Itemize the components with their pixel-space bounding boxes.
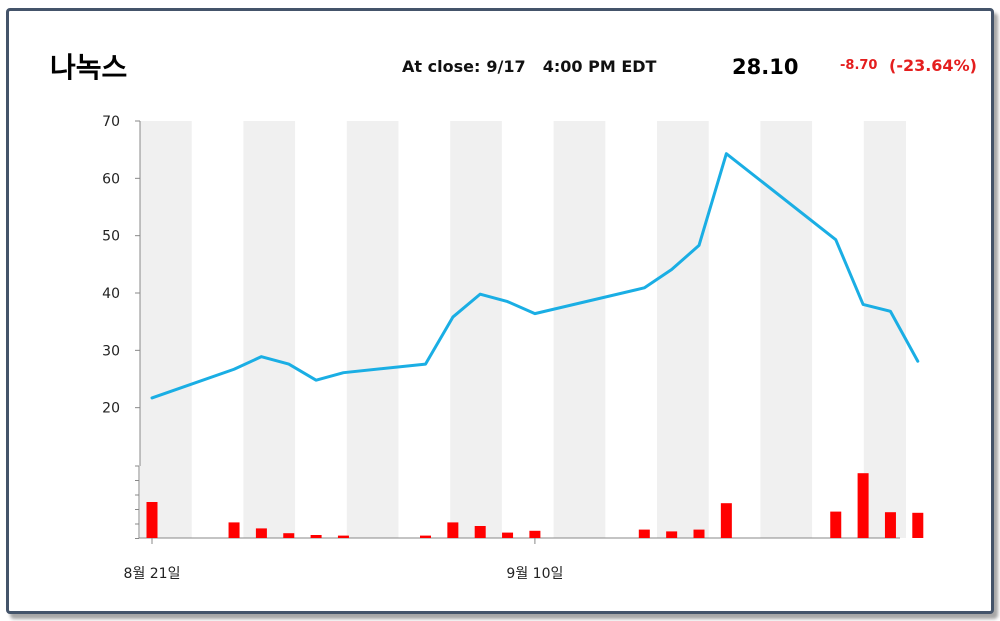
background-band — [243, 121, 296, 538]
volume-bar — [638, 529, 650, 538]
x-tick-label: 9월 10일 — [506, 566, 563, 582]
background-band — [346, 121, 399, 538]
background-band — [450, 121, 502, 538]
background-band — [760, 121, 813, 538]
last-price: 28.10 — [732, 55, 799, 79]
stock-name: 나녹스 — [50, 51, 128, 84]
close-date: 9/17 — [486, 57, 526, 76]
y-tick-label: 20 — [102, 401, 120, 417]
y-tick-label: 60 — [102, 171, 120, 187]
background-band — [553, 121, 606, 538]
volume-bar — [884, 512, 896, 538]
x-tick-label: 8월 21일 — [124, 566, 181, 582]
price-change: -8.70 — [840, 58, 878, 73]
price-change-percent: (-23.64%) — [889, 56, 977, 75]
volume-bar — [830, 511, 842, 538]
volume-bar — [912, 512, 924, 538]
volume-bar — [337, 535, 349, 538]
volume-bar — [666, 531, 678, 538]
close-info: At close: 9/17 4:00 PM EDT — [402, 57, 662, 76]
background-band — [657, 121, 709, 538]
volume-bar — [146, 502, 158, 538]
volume-bar — [720, 503, 732, 538]
volume-bar — [447, 522, 459, 538]
volume-bar — [420, 535, 431, 538]
volume-bar — [310, 535, 322, 538]
volume-bar — [228, 522, 240, 538]
y-tick-label: 40 — [102, 286, 120, 302]
volume-bar — [529, 530, 541, 538]
y-tick-label: 70 — [102, 114, 120, 130]
volume-bar — [283, 533, 295, 538]
at-close-label: At close: — [402, 57, 481, 76]
volume-bar — [857, 473, 869, 538]
y-tick-label: 30 — [102, 343, 120, 359]
background-band — [140, 121, 192, 538]
volume-bar — [255, 528, 267, 538]
volume-bar — [693, 529, 705, 538]
volume-bar — [502, 532, 514, 538]
y-tick-label: 50 — [102, 229, 120, 245]
close-time: 4:00 PM EDT — [542, 57, 657, 76]
volume-bar — [474, 526, 486, 538]
